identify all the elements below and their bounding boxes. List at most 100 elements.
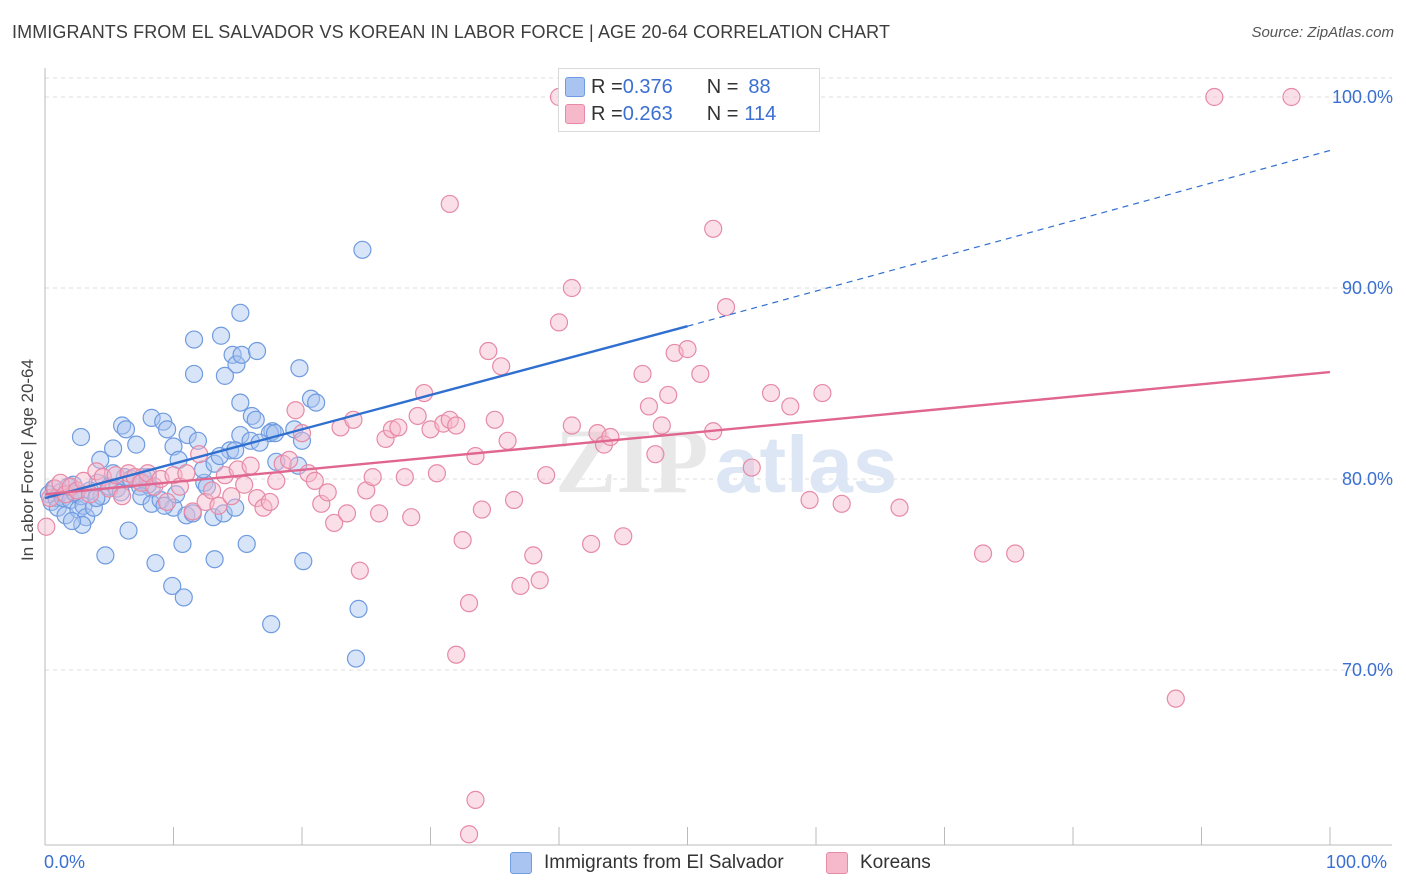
stats-swatch-el-salvador xyxy=(565,77,585,97)
legend-label-koreans: Koreans xyxy=(860,852,931,873)
point-el-salvador xyxy=(247,341,267,361)
trend-lines xyxy=(44,149,1331,500)
point-koreans xyxy=(440,194,459,214)
point-el-salvador xyxy=(353,240,372,259)
point-el-salvador xyxy=(174,588,193,607)
point-el-salvador xyxy=(184,364,204,384)
point-koreans xyxy=(350,561,369,580)
point-koreans xyxy=(376,429,395,448)
point-koreans xyxy=(222,487,241,506)
point-el-salvador xyxy=(231,303,250,322)
point-koreans xyxy=(447,416,466,435)
stats-legend: R = 0.376 N = 88 R = 0.263 N = 114 xyxy=(558,68,820,132)
point-koreans xyxy=(646,445,665,464)
source-label: Source: ZipAtlas.com xyxy=(1251,24,1394,41)
point-el-salvador xyxy=(294,552,313,571)
point-koreans xyxy=(382,420,402,439)
point-koreans xyxy=(973,544,993,563)
point-koreans xyxy=(408,406,427,426)
point-koreans xyxy=(492,357,511,376)
point-el-salvador xyxy=(205,550,224,569)
point-koreans xyxy=(459,594,479,613)
x-tick-label-min: 0.0% xyxy=(44,852,86,872)
point-koreans xyxy=(601,427,620,447)
point-el-salvador xyxy=(119,521,138,540)
axes xyxy=(44,68,1392,846)
bottom-legend: Immigrants from El Salvador Koreans xyxy=(0,852,1406,876)
point-el-salvador xyxy=(73,515,92,534)
y-tick-label: 80.0% xyxy=(1342,469,1393,489)
y-tick-label: 70.0% xyxy=(1342,660,1393,680)
point-koreans xyxy=(183,502,202,521)
legend-label-el-salvador: Immigrants from El Salvador xyxy=(544,852,784,873)
point-el-salvador xyxy=(215,366,234,385)
point-el-salvador xyxy=(227,355,246,374)
point-koreans xyxy=(549,313,569,332)
stats-r-label: R = xyxy=(591,75,623,98)
point-el-salvador xyxy=(173,534,192,554)
point-koreans xyxy=(530,571,549,590)
point-el-salvador xyxy=(246,410,265,429)
point-koreans xyxy=(511,576,530,596)
point-el-salvador xyxy=(232,345,251,364)
point-koreans xyxy=(459,825,479,844)
watermark-atlas: atlas xyxy=(715,420,897,509)
point-koreans xyxy=(51,473,70,492)
stats-r-value: 0.263 xyxy=(622,102,673,125)
chart-title: IMMIGRANTS FROM EL SALVADOR VS KOREAN IN… xyxy=(12,22,891,42)
point-el-salvador xyxy=(142,408,161,427)
point-koreans xyxy=(614,527,633,546)
stats-row-koreans: R = 0.263 N = 114 xyxy=(565,102,777,126)
point-koreans xyxy=(209,496,228,515)
point-koreans xyxy=(202,481,222,500)
point-koreans xyxy=(427,464,447,483)
point-el-salvador xyxy=(188,431,208,450)
point-el-salvador xyxy=(71,427,91,447)
stats-swatch-koreans xyxy=(565,104,585,124)
point-el-salvador xyxy=(211,326,231,345)
point-koreans xyxy=(1282,87,1301,107)
point-koreans xyxy=(389,418,408,437)
point-el-salvador xyxy=(116,420,136,439)
point-el-salvador xyxy=(349,599,368,618)
point-koreans xyxy=(813,383,832,403)
point-koreans xyxy=(742,458,761,477)
legend-item-koreans[interactable]: Koreans xyxy=(826,852,931,874)
point-koreans xyxy=(832,494,851,513)
point-el-salvador xyxy=(157,420,177,439)
point-koreans xyxy=(402,508,421,527)
point-el-salvador xyxy=(346,649,366,668)
point-koreans xyxy=(704,219,723,238)
data-points xyxy=(37,87,1301,844)
point-el-salvador xyxy=(204,508,223,527)
point-koreans xyxy=(800,490,819,510)
stats-n-label: N = xyxy=(706,75,739,98)
point-el-salvador xyxy=(132,487,151,506)
trend-line-koreans xyxy=(44,370,1331,496)
y-tick-label: 100.0% xyxy=(1332,87,1393,107)
point-koreans xyxy=(659,385,678,405)
point-koreans xyxy=(305,471,324,491)
point-koreans xyxy=(691,364,710,384)
point-el-salvador xyxy=(184,330,204,349)
point-koreans xyxy=(716,298,736,317)
point-el-salvador xyxy=(231,393,250,412)
point-koreans xyxy=(260,492,279,512)
trend-line-el-salvador xyxy=(44,325,688,500)
point-el-salvador xyxy=(307,393,326,412)
point-koreans xyxy=(37,517,56,536)
point-koreans xyxy=(1205,87,1224,107)
point-koreans xyxy=(639,397,659,416)
point-koreans xyxy=(235,475,254,494)
point-el-salvador xyxy=(237,534,256,554)
point-el-salvador xyxy=(104,439,123,458)
stats-n-value: 114 xyxy=(744,102,777,125)
point-koreans xyxy=(280,450,299,469)
gridlines xyxy=(45,77,1392,671)
point-el-salvador xyxy=(163,576,182,596)
legend-item-el-salvador[interactable]: Immigrants from El Salvador xyxy=(510,852,784,874)
point-koreans xyxy=(1006,544,1025,563)
point-el-salvador xyxy=(127,435,146,454)
point-koreans xyxy=(472,500,491,519)
legend-swatch-el-salvador xyxy=(510,852,532,874)
